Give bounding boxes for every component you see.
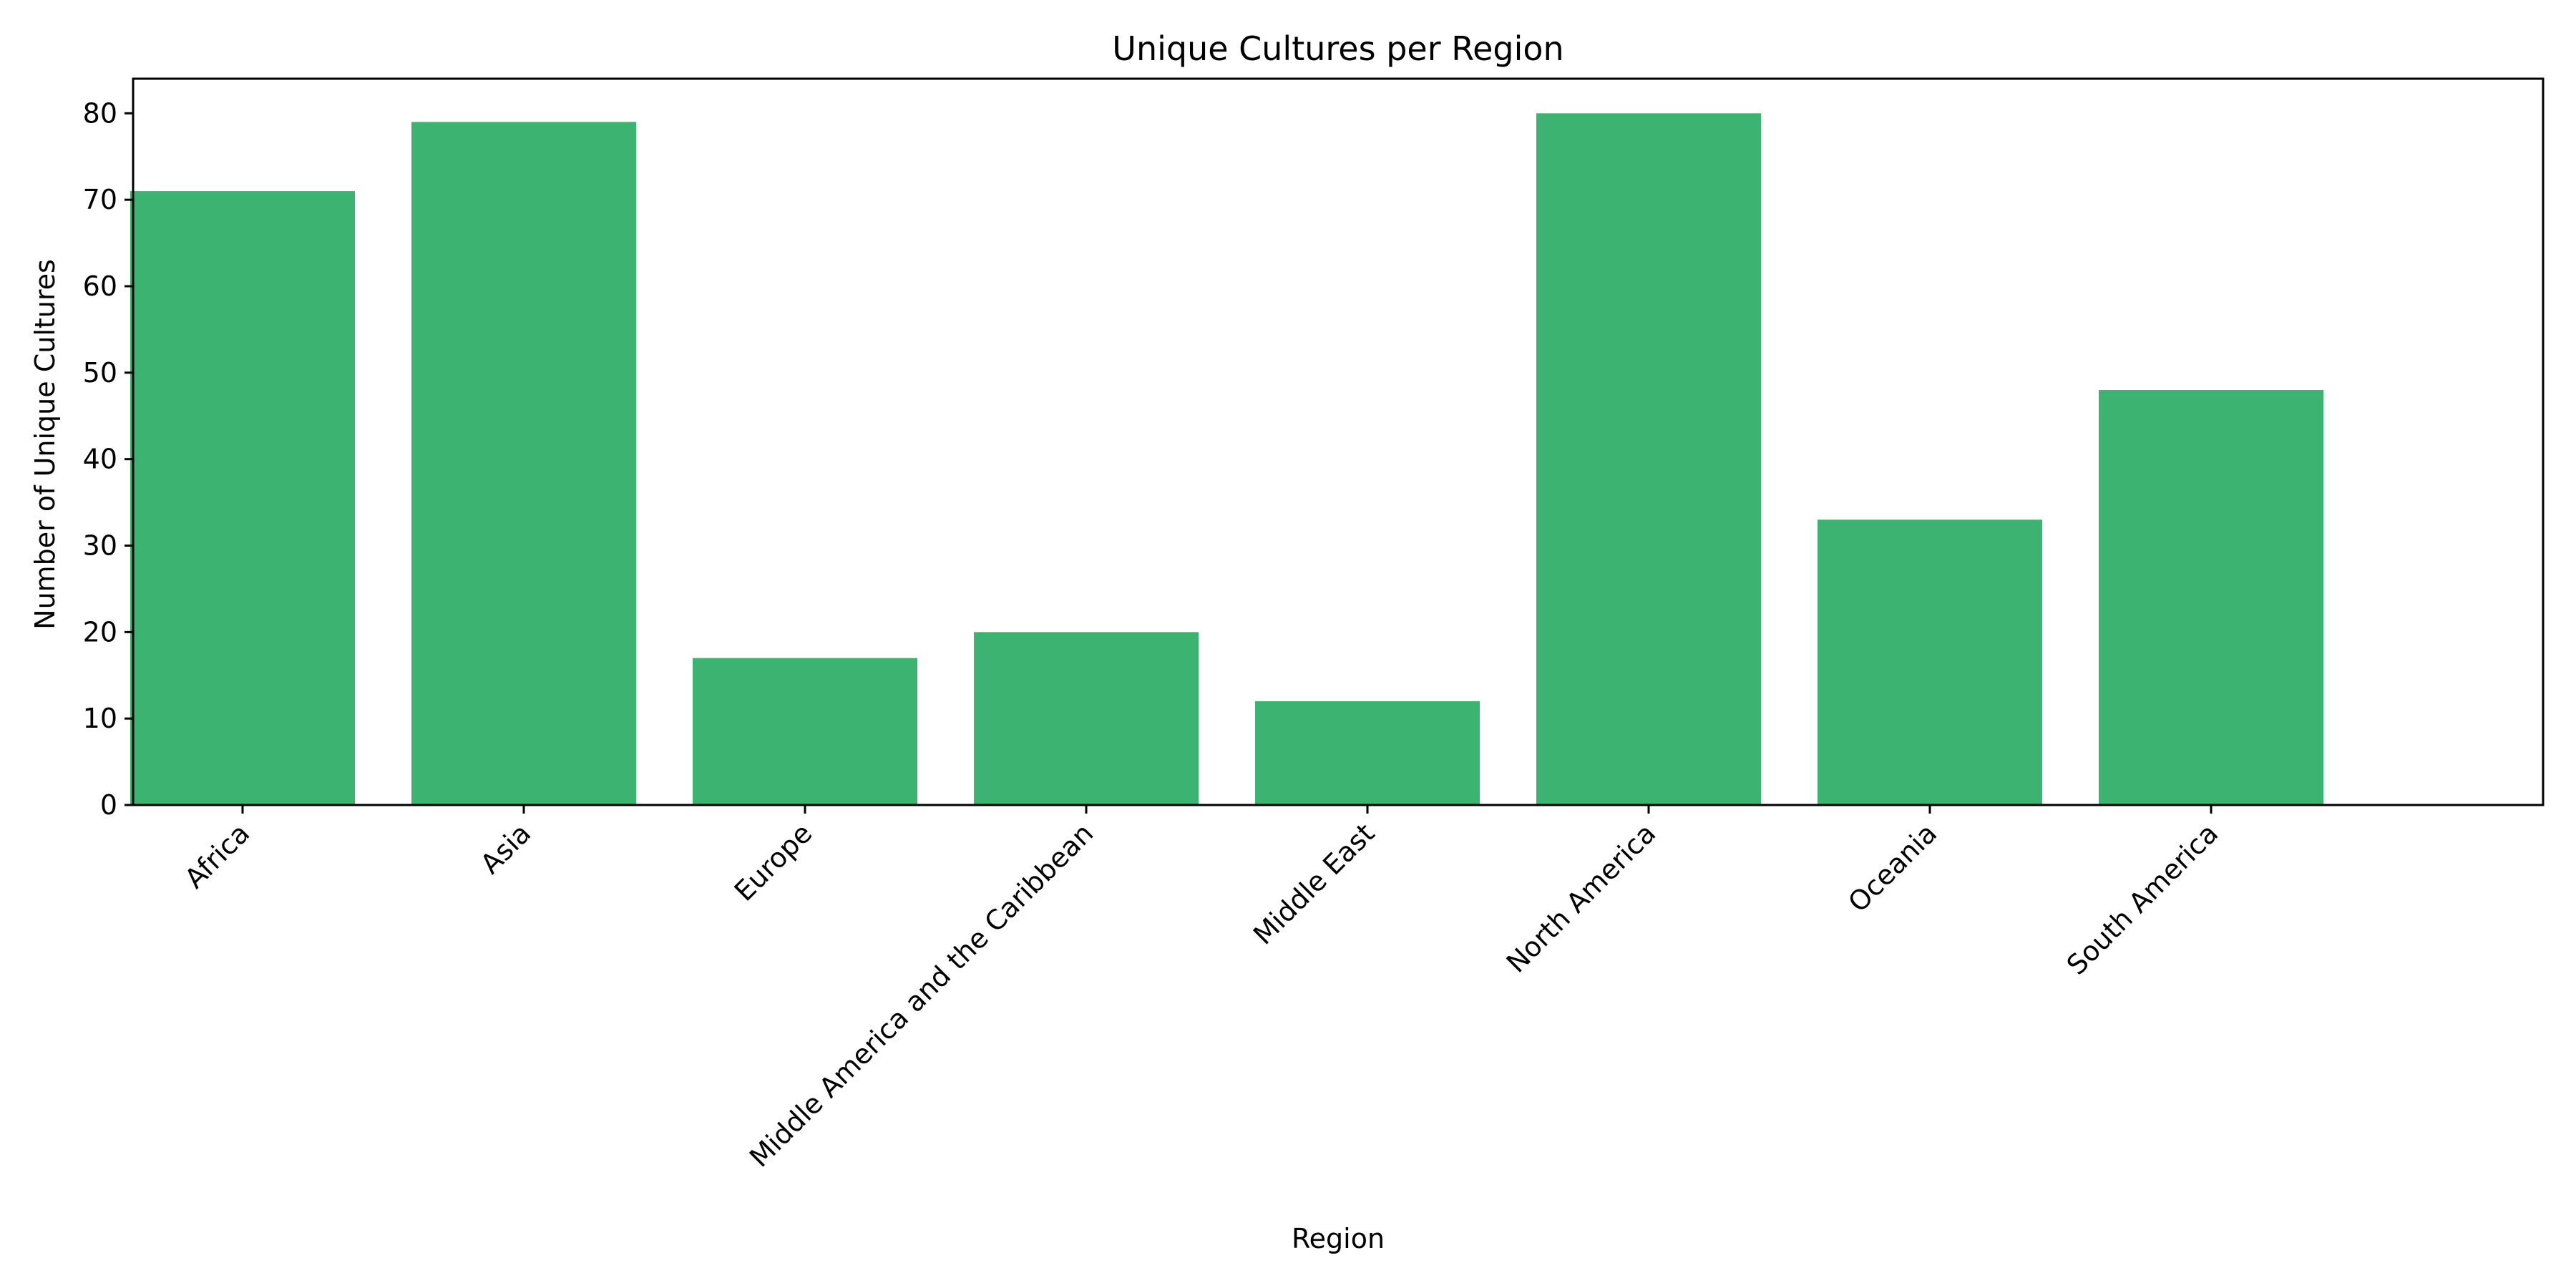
y-tick-label: 0 bbox=[100, 789, 117, 821]
bars-layer bbox=[130, 113, 2323, 806]
x-axis-label: Region bbox=[1292, 1223, 1385, 1254]
y-tick-label: 20 bbox=[83, 616, 117, 648]
y-tick-label: 30 bbox=[83, 530, 117, 562]
chart-title: Unique Cultures per Region bbox=[1112, 29, 1563, 68]
y-tick-label: 70 bbox=[83, 184, 117, 215]
bar-middle-east bbox=[1255, 701, 1480, 805]
bar-south-america bbox=[2099, 390, 2323, 805]
bar-asia bbox=[411, 122, 636, 805]
y-tick-label: 60 bbox=[83, 270, 117, 302]
bar-oceania bbox=[1818, 519, 2042, 805]
bar-middle-america-and-the-caribbean bbox=[974, 632, 1199, 805]
bar-africa bbox=[130, 191, 355, 805]
y-tick-label: 80 bbox=[83, 97, 117, 129]
y-axis-label: Number of Unique Cultures bbox=[29, 259, 61, 630]
plot-frame bbox=[132, 77, 2545, 806]
bar-north-america bbox=[1536, 113, 1761, 806]
y-tick-label: 40 bbox=[83, 444, 117, 475]
bar-europe bbox=[693, 658, 917, 805]
y-tick-label: 50 bbox=[83, 357, 117, 389]
y-tick-label: 10 bbox=[83, 703, 117, 734]
y-axis-ticks: 0 10 20 30 40 50 60 70 80 bbox=[83, 97, 133, 821]
